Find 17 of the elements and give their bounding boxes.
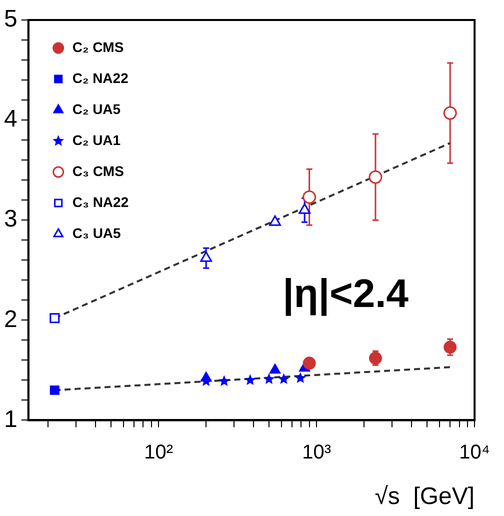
- legend-label: C₂ CMS: [72, 38, 124, 55]
- legend-label: C₂ UA1: [72, 132, 121, 148]
- y-tick-label: 3: [4, 206, 18, 233]
- legend-label: C₃ UA5: [72, 224, 122, 241]
- x-tick-label: 10²: [144, 442, 174, 464]
- y-tick-label: 5: [4, 6, 18, 33]
- x-tick-label: 10³: [302, 442, 332, 464]
- y-tick-label: 2: [4, 306, 18, 333]
- y-tick-label: 4: [4, 106, 18, 133]
- legend-label: C₂ UA5: [72, 100, 121, 117]
- annotation: |η|<2.4: [282, 272, 410, 316]
- legend-label: C₃ CMS: [72, 162, 124, 179]
- y-tick-label: 1: [4, 406, 18, 433]
- legend-label: C₂ NA22: [72, 70, 129, 86]
- x-tick-label: 10⁴: [459, 442, 490, 464]
- legend-label: C₃ NA22: [72, 194, 129, 210]
- x-axis-title: √s [GeV]: [374, 483, 475, 510]
